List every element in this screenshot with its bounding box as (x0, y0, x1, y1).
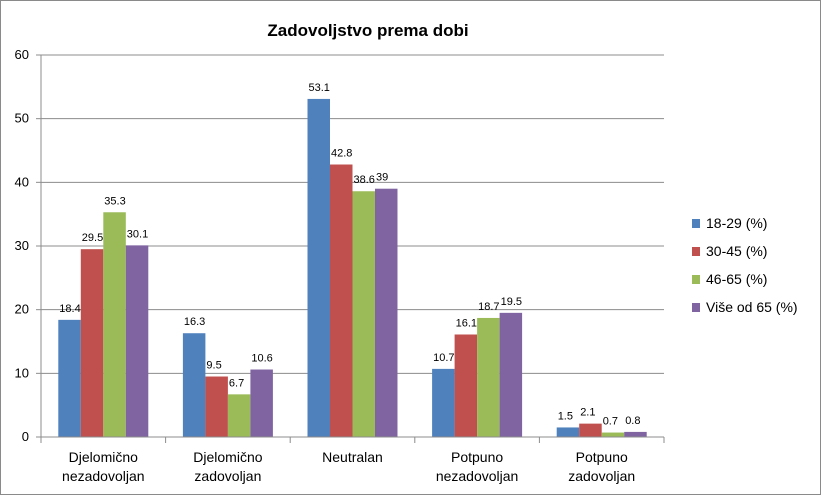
data-label: 42.8 (331, 148, 352, 160)
bar (556, 427, 580, 437)
data-label: 53.1 (309, 82, 330, 94)
y-axis: 0 10 20 30 40 50 60 (15, 47, 42, 444)
bar (454, 334, 478, 437)
x-category-label: Djelomično (193, 449, 262, 465)
legend-swatch (692, 275, 700, 284)
data-label: 2.1 (580, 407, 595, 419)
bar (579, 423, 602, 437)
bar (58, 319, 81, 437)
data-label: 0.8 (625, 415, 640, 427)
legend-label: Više od 65 (%) (706, 299, 798, 315)
legend: 18-29 (%) 30-45 (%) 46-65 (%) Više od 65 (%… (692, 215, 798, 315)
bar (103, 212, 126, 437)
legend-label: 18-29 (%) (706, 215, 767, 231)
bar (624, 431, 647, 437)
bar (499, 312, 523, 437)
data-label: 10.7 (433, 352, 454, 364)
y-tick-label: 50 (15, 111, 29, 126)
x-category-label: nezadovoljan (436, 468, 519, 484)
data-label: 9.5 (206, 360, 221, 372)
x-category-label: Potpuno (576, 449, 628, 465)
data-label: 39 (376, 172, 388, 184)
x-category-label: zadovoljan (568, 468, 635, 484)
y-tick-label: 20 (15, 302, 29, 317)
data-label: 1.5 (558, 410, 573, 422)
bar (601, 432, 625, 437)
y-tick-label: 10 (15, 365, 29, 380)
x-category-label: zadovoljan (194, 468, 261, 484)
bar (432, 368, 455, 437)
data-label: 35.3 (104, 195, 125, 207)
data-label: 16.3 (184, 316, 205, 328)
data-label: 18.4 (59, 303, 80, 315)
chart-title: Zadovoljstvo prema dobi (267, 21, 468, 40)
data-labels: 18.4 29.5 35.3 30.1 16.3 9.5 6.7 10.6 53.1 42.8 38… (59, 82, 640, 428)
x-category-label: nezadovoljan (62, 468, 145, 484)
bar (477, 317, 500, 437)
bars (58, 98, 647, 438)
bar (182, 333, 206, 437)
x-axis: Djelomično nezadovoljan Djelomično zadovolj… (40, 436, 665, 484)
data-label: 10.6 (251, 353, 272, 365)
bar (80, 249, 104, 437)
bar (125, 245, 149, 437)
data-label: 16.1 (456, 317, 477, 329)
x-category-label: Djelomično (69, 449, 138, 465)
data-label: 18.7 (478, 301, 499, 313)
bar (205, 376, 228, 437)
data-label: 38.6 (354, 174, 375, 186)
data-label: 30.1 (127, 228, 148, 240)
data-label: 19.5 (501, 296, 522, 308)
legend-label: 46-65 (%) (706, 271, 767, 287)
x-category-label: Neutralan (322, 449, 383, 465)
data-label: 6.7 (229, 377, 244, 389)
legend-swatch (692, 303, 700, 312)
data-label: 0.7 (603, 416, 618, 428)
legend-label: 30-45 (%) (706, 243, 767, 259)
y-tick-label: 40 (15, 174, 29, 189)
y-tick-label: 30 (15, 238, 29, 253)
y-tick-label: 60 (15, 47, 29, 62)
legend-swatch (692, 219, 700, 228)
bar (307, 98, 330, 438)
bar (352, 191, 375, 437)
data-label: 29.5 (82, 232, 103, 244)
legend-swatch (692, 247, 700, 256)
bar (250, 369, 273, 437)
bar (375, 188, 398, 437)
y-tick-label: 0 (22, 429, 29, 444)
bar (330, 164, 353, 438)
x-category-label: Potpuno (451, 449, 503, 465)
bar (227, 394, 251, 437)
